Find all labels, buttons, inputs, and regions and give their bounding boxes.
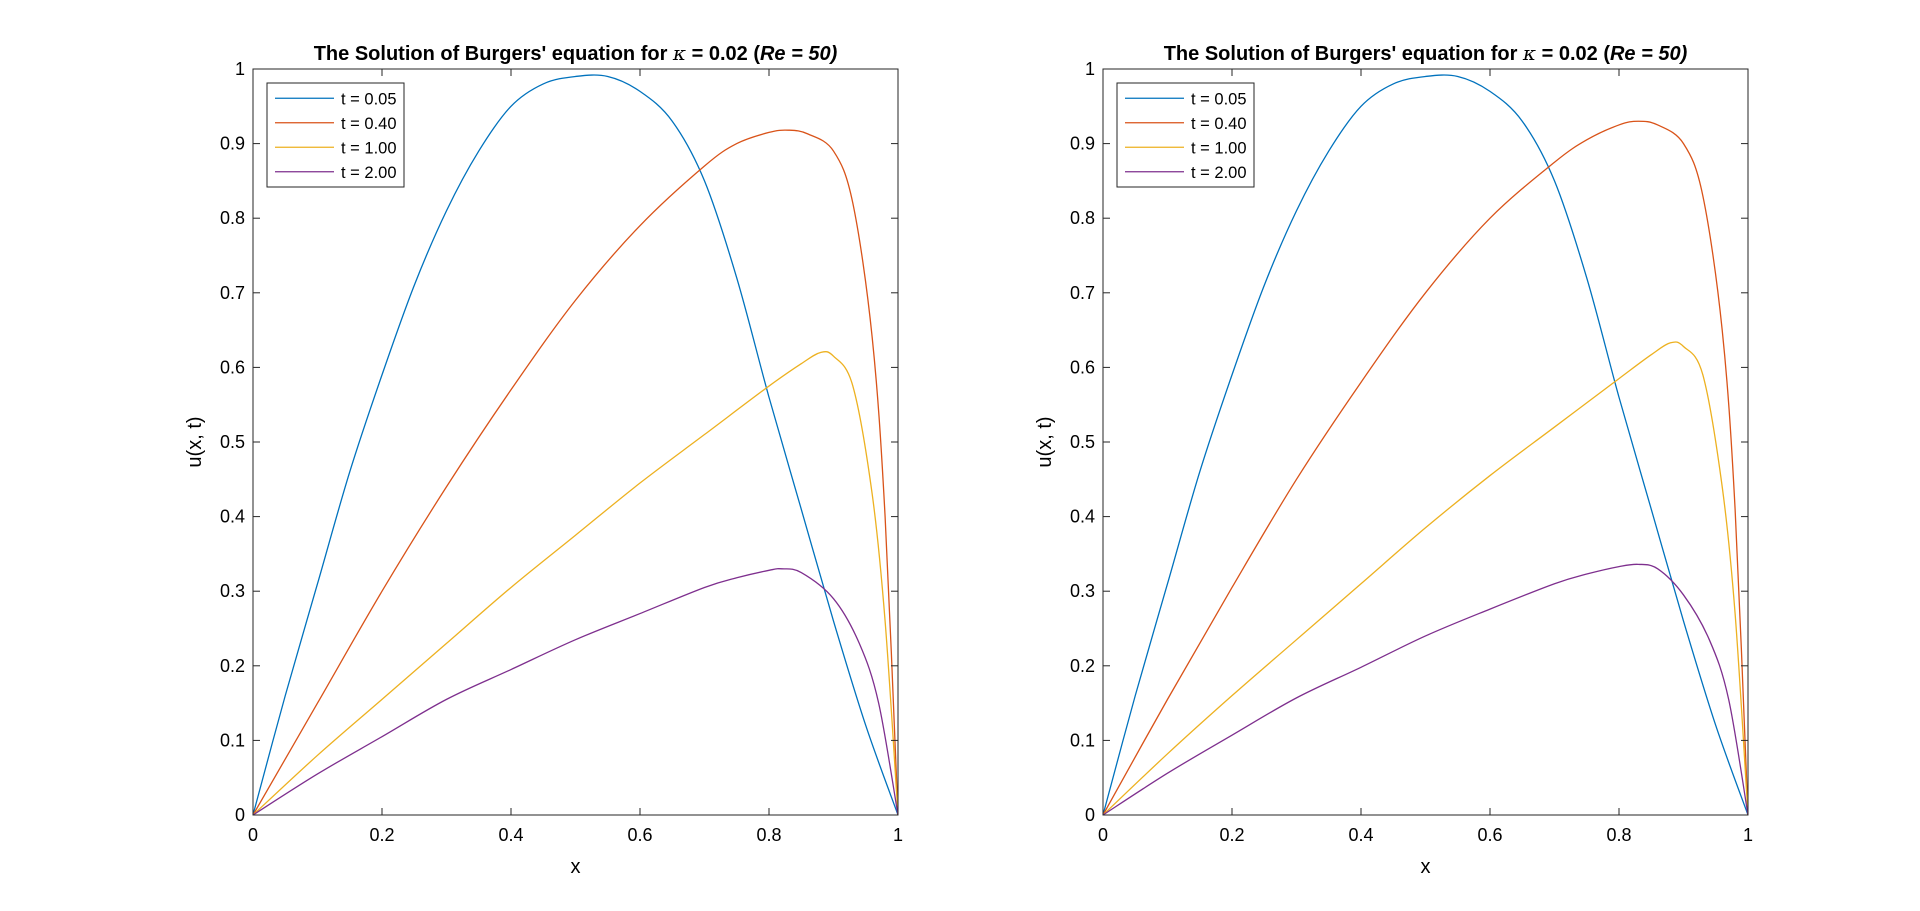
series-line-4 — [253, 568, 898, 815]
chart-left: 0 0.2 0.4 0.6 0.8 1 0 0.1 0.2 0.3 0.4 0.5 0.6 0.7 0.8 0… — [184, 41, 903, 878]
legend-box — [1116, 82, 1255, 188]
title-part-3: = 0.02 ( — [1536, 43, 1610, 65]
y-tick-label: 0.9 — [220, 134, 245, 154]
legend-label-3: t = 1.00 — [1191, 139, 1247, 157]
y-tick-label: 0.4 — [1070, 507, 1095, 527]
title-part-2: κ — [672, 41, 686, 65]
legend: t = 0.05 t = 0.40 t = 1.00 t = 2.00 — [266, 82, 405, 188]
series-line-1 — [1103, 74, 1748, 815]
legend-label-4: t = 2.00 — [1191, 164, 1247, 182]
series-lines — [253, 74, 898, 815]
x-tick-label: 1 — [1743, 825, 1753, 845]
legend-label-4: t = 2.00 — [341, 164, 397, 182]
x-axis-label: x — [1421, 856, 1431, 878]
y-tick-label: 0.6 — [1070, 357, 1095, 377]
title-part-1: The Solution of Burgers' equation for — [314, 43, 673, 65]
legend-label-2: t = 0.40 — [341, 115, 397, 133]
series-line-2 — [253, 129, 898, 815]
y-tick-label: 0.1 — [220, 730, 245, 750]
y-tick-label: 0.4 — [220, 507, 245, 527]
plot-area — [1103, 69, 1748, 815]
y-tick-label: 0.5 — [220, 432, 245, 452]
y-tick-label: 1 — [1085, 59, 1095, 79]
legend-box — [266, 82, 405, 188]
y-tick-label: 1 — [235, 59, 245, 79]
y-tick-label: 0.3 — [1070, 581, 1095, 601]
x-tick-label: 0 — [248, 825, 258, 845]
legend-label-3: t = 1.00 — [341, 139, 397, 157]
legend-label-1: t = 0.05 — [341, 90, 397, 108]
title-part-4: Re = 50 — [1610, 43, 1681, 65]
x-tick-label: 0.4 — [1348, 825, 1373, 845]
title-part-5: ) — [829, 43, 838, 65]
y-tick-label: 0 — [235, 805, 245, 825]
y-tick-label: 0.5 — [1070, 432, 1095, 452]
title-part-2: κ — [1522, 41, 1536, 65]
y-tick-label: 0.9 — [1070, 134, 1095, 154]
series-line-3 — [1103, 341, 1748, 815]
y-tick-label: 0.3 — [220, 581, 245, 601]
x-tick-label: 0.2 — [1219, 825, 1244, 845]
y-tick-label: 0.8 — [220, 208, 245, 228]
y-tick-label: 0 — [1085, 805, 1095, 825]
title-part-1: The Solution of Burgers' equation for — [1164, 43, 1523, 65]
title-part-3: = 0.02 ( — [686, 43, 760, 65]
y-tick-label: 0.2 — [1070, 656, 1095, 676]
x-tick-label: 0.6 — [1477, 825, 1502, 845]
title-part-4: Re = 50 — [760, 43, 831, 65]
x-tick-label: 0.6 — [627, 825, 652, 845]
y-axis-label: u(x, t) — [184, 416, 206, 467]
x-axis-label: x — [571, 856, 581, 878]
chart-right: 0 0.2 0.4 0.6 0.8 1 0 0.1 0.2 0.3 0.4 0.5 0.6 0.7 0.8 0… — [1034, 41, 1753, 878]
title-part-5: ) — [1679, 43, 1688, 65]
series-line-4 — [1103, 563, 1748, 815]
y-tick-label: 0.6 — [220, 357, 245, 377]
y-axis-label: u(x, t) — [1034, 416, 1056, 467]
x-tick-label: 0 — [1098, 825, 1108, 845]
y-tick-label: 0.8 — [1070, 208, 1095, 228]
y-tick-label: 0.7 — [1070, 283, 1095, 303]
legend: t = 0.05 t = 0.40 t = 1.00 t = 2.00 — [1116, 82, 1255, 188]
x-tick-label: 0.8 — [756, 825, 781, 845]
chart-title: The Solution of Burgers' equation for κ … — [314, 41, 838, 65]
legend-label-1: t = 0.05 — [1191, 90, 1247, 108]
series-line-1 — [253, 74, 898, 815]
y-tick-label: 0.1 — [1070, 730, 1095, 750]
x-tick-label: 0.8 — [1606, 825, 1631, 845]
series-line-3 — [253, 350, 898, 815]
x-tick-label: 0.4 — [498, 825, 523, 845]
chart-title: The Solution of Burgers' equation for κ … — [1164, 41, 1688, 65]
y-tick-label: 0.2 — [220, 656, 245, 676]
x-tick-label: 1 — [893, 825, 903, 845]
series-line-2 — [1103, 120, 1748, 815]
legend-label-2: t = 0.40 — [1191, 115, 1247, 133]
y-tick-label: 0.7 — [220, 283, 245, 303]
plot-area — [253, 69, 898, 815]
series-lines — [1103, 74, 1748, 815]
x-tick-label: 0.2 — [369, 825, 394, 845]
